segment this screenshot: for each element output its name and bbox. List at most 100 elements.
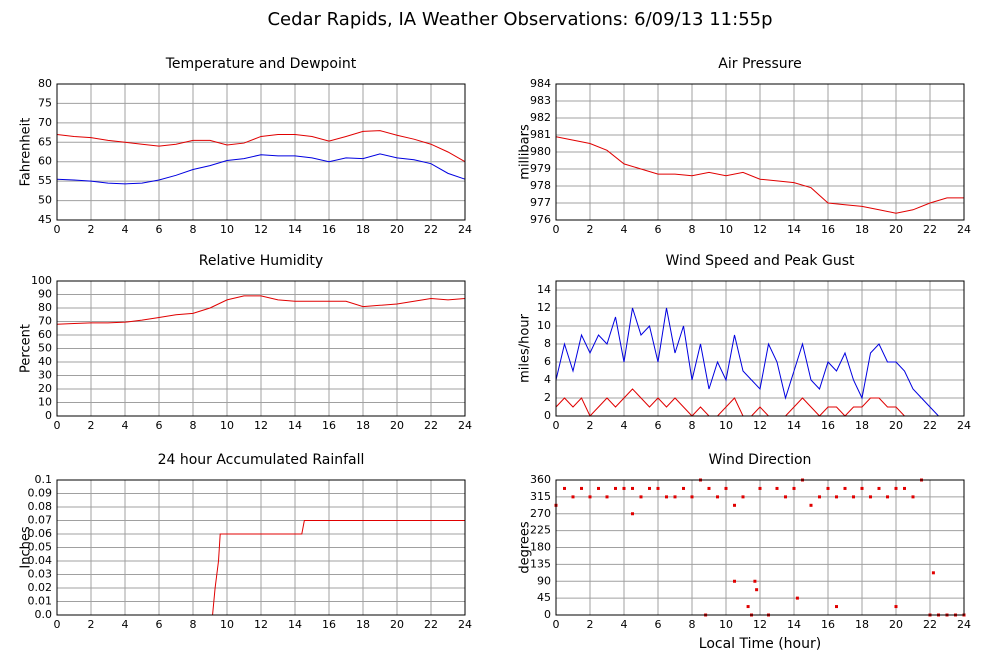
y-tick-label: 20 [38, 382, 52, 395]
y-tick-label: 6 [544, 355, 551, 368]
x-tick-label: 6 [156, 618, 163, 631]
data-point [818, 495, 821, 499]
data-point [886, 495, 889, 499]
y-tick-label: 0.09 [28, 487, 53, 500]
y-tick-label: 80 [38, 301, 52, 314]
x-tick-label: 10 [220, 223, 234, 236]
y-tick-label: 10 [38, 396, 52, 409]
x-tick-label: 12 [254, 223, 268, 236]
y-tick-label: 70 [38, 116, 52, 129]
data-line [56, 295, 466, 325]
y-tick-label: 0 [544, 409, 551, 422]
y-tick-label: 45 [537, 591, 551, 604]
x-tick-label: 14 [288, 618, 302, 631]
y-tick-label: 135 [530, 557, 551, 570]
data-point [753, 579, 757, 583]
x-tick-label: 16 [821, 419, 835, 432]
data-point [741, 495, 745, 499]
x-tick-label: 4 [122, 223, 129, 236]
data-line [56, 130, 466, 163]
x-tick-label: 12 [753, 223, 767, 236]
y-tick-label: 4 [544, 373, 551, 386]
data-point [656, 486, 660, 490]
x-tick-label: 6 [156, 223, 163, 236]
data-point [614, 486, 617, 490]
x-tick-label: 6 [156, 419, 163, 432]
x-tick-label: 8 [689, 223, 696, 236]
y-tick-label: 0 [45, 409, 52, 422]
data-point [682, 486, 685, 490]
y-tick-label: 40 [38, 355, 52, 368]
x-tick-label: 10 [220, 419, 234, 432]
y-tick-label: 8 [544, 337, 551, 350]
y-axis-label: degrees [518, 521, 533, 574]
x-tick-label: 0 [54, 223, 61, 236]
data-point [724, 486, 728, 490]
x-tick-label: 14 [288, 419, 302, 432]
data-point [673, 495, 677, 499]
data-point [758, 486, 762, 490]
x-tick-label: 18 [855, 223, 869, 236]
x-tick-label: 12 [254, 618, 268, 631]
data-point [733, 503, 736, 507]
y-tick-label: 2 [544, 391, 551, 404]
x-tick-label: 24 [458, 419, 472, 432]
x-tick-label: 18 [855, 419, 869, 432]
y-tick-label: 60 [38, 328, 52, 341]
data-point [911, 495, 915, 499]
x-tick-label: 6 [655, 618, 662, 631]
data-point [571, 495, 575, 499]
y-tick-label: 0.04 [28, 554, 53, 567]
x-tick-label: 14 [787, 419, 801, 432]
data-point [835, 495, 838, 499]
x-tick-label: 2 [587, 618, 594, 631]
x-tick-label: 16 [322, 223, 336, 236]
y-tick-label: 981 [530, 128, 551, 141]
x-tick-label: 22 [923, 223, 937, 236]
x-tick-label: 14 [288, 223, 302, 236]
x-tick-label: 22 [923, 419, 937, 432]
x-tick-label: 0 [553, 419, 560, 432]
x-tick-label: 6 [655, 419, 662, 432]
panel-title: Wind Speed and Peak Gust [666, 253, 855, 269]
data-point [894, 486, 898, 490]
y-tick-label: 225 [530, 524, 551, 537]
data-point [903, 486, 906, 490]
data-point [716, 495, 719, 499]
y-tick-label: 65 [38, 135, 52, 148]
x-tick-label: 4 [621, 618, 628, 631]
x-tick-label: 10 [719, 419, 733, 432]
y-tick-label: 977 [530, 196, 551, 209]
y-tick-label: 0.03 [28, 568, 53, 581]
panel-title: Air Pressure [718, 56, 801, 72]
data-point [707, 486, 711, 490]
x-tick-label: 18 [356, 618, 370, 631]
y-tick-label: 0.06 [28, 527, 53, 540]
y-tick-label: 360 [530, 473, 551, 486]
x-tick-label: 0 [54, 618, 61, 631]
y-tick-label: 0.02 [28, 581, 53, 594]
y-tick-label: 45 [38, 213, 52, 226]
plot-border [56, 83, 466, 221]
data-point [826, 486, 830, 490]
data-point [852, 495, 855, 499]
y-axis-label: miles/hour [518, 313, 533, 382]
y-tick-label: 0 [544, 608, 551, 621]
data-point [877, 486, 881, 490]
x-tick-label: 22 [923, 618, 937, 631]
x-tick-label: 16 [821, 618, 835, 631]
y-tick-label: 50 [38, 342, 52, 355]
y-tick-label: 90 [537, 574, 551, 587]
y-axis-label: Percent [19, 324, 34, 373]
x-tick-label: 0 [553, 618, 560, 631]
data-point [775, 486, 779, 490]
data-point [580, 486, 583, 490]
plot-border [555, 83, 965, 221]
data-point [860, 486, 864, 490]
x-tick-label: 2 [587, 223, 594, 236]
y-tick-label: 14 [537, 283, 551, 296]
data-point [631, 486, 634, 490]
data-point [809, 503, 813, 507]
